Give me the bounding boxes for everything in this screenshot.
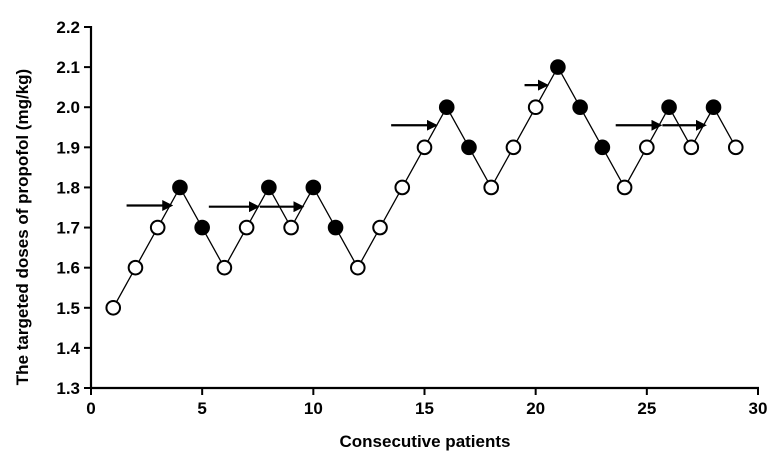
data-point-open [483, 179, 500, 196]
x-tick-label: 10 [304, 399, 323, 418]
data-point-open [639, 139, 655, 156]
data-point-filled [305, 179, 322, 196]
y-tick-label: 2.0 [56, 98, 80, 117]
y-tick-label: 1.6 [56, 259, 80, 278]
data-point-open [527, 99, 544, 116]
x-tick-label: 30 [749, 399, 768, 418]
x-tick-label: 25 [637, 399, 656, 418]
y-axis-title: The targeted doses of propofol (mg/kg) [13, 69, 32, 385]
data-point-open [616, 179, 633, 196]
data-point-open [149, 219, 166, 236]
data-point-open [105, 299, 122, 316]
data-point-filled [327, 219, 344, 236]
x-axis-title: Consecutive patients [340, 432, 511, 451]
data-point-filled [705, 99, 722, 116]
data-point-filled [594, 139, 611, 156]
x-tick-label: 5 [197, 399, 206, 418]
data-point-filled [461, 139, 477, 156]
data-point-open [727, 139, 744, 156]
data-point-filled [661, 99, 677, 116]
data-series [105, 59, 744, 316]
series-line [112, 65, 737, 309]
y-tick-label: 1.4 [56, 339, 80, 358]
data-point-open [416, 139, 433, 156]
data-point-filled [172, 179, 188, 196]
data-point-filled [194, 219, 210, 236]
data-point-open [505, 139, 522, 156]
data-point-open [216, 259, 233, 276]
data-point-open [350, 259, 366, 276]
x-tick-label: 15 [415, 399, 434, 418]
data-point-open [127, 259, 144, 276]
data-point-open [372, 219, 388, 236]
y-tick-label: 1.9 [56, 138, 80, 157]
data-point-filled [572, 99, 588, 116]
axes: 0 5 10 15 20 25 30 1.3 1.4 1.5 1.6 1.7 1.8 1.9 2.0 2.1 2… [56, 18, 767, 418]
x-tick-label: 0 [86, 399, 95, 418]
data-point-open [394, 179, 411, 196]
data-point-filled [261, 179, 277, 196]
y-tick-label: 1.3 [56, 379, 80, 398]
data-point-open [683, 139, 700, 156]
y-tick-label: 1.7 [56, 219, 80, 238]
y-tick-label: 2.2 [56, 18, 80, 37]
data-point-filled [550, 59, 566, 75]
data-point-open [238, 219, 255, 236]
y-tick-label: 1.8 [56, 178, 80, 197]
data-point-open [283, 219, 299, 236]
crossover-arrows [126, 79, 707, 213]
x-tick-label: 20 [526, 399, 545, 418]
y-tick-label: 1.5 [56, 299, 80, 318]
data-point-filled [438, 99, 455, 116]
y-tick-label: 2.1 [56, 58, 80, 77]
